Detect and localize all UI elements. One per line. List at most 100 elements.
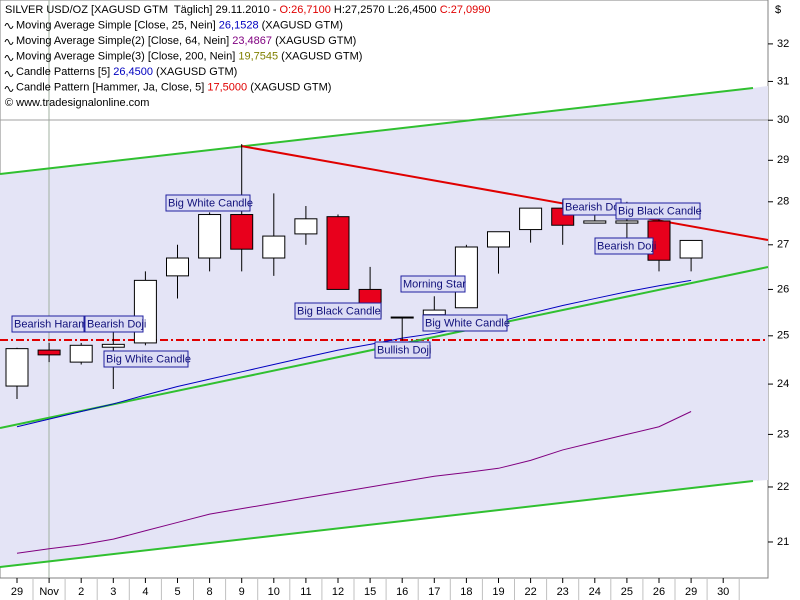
legend-icon — [4, 86, 14, 92]
candle-body — [5, 348, 29, 387]
y-tick-label: 26 — [777, 283, 789, 295]
y-tick-label: 22 — [777, 481, 789, 493]
legend-icon — [4, 23, 14, 29]
y-tick-label: 29 — [777, 154, 789, 166]
candle-body — [583, 220, 607, 224]
annotation: Big Black Candle — [297, 305, 381, 317]
x-tick-label: 12 — [332, 586, 344, 598]
annotation-box — [84, 315, 144, 333]
x-tick-label: 15 — [364, 586, 376, 598]
candle-body — [390, 316, 414, 319]
candle-body — [166, 257, 189, 277]
moving-average — [16, 411, 692, 554]
legend-part: Moving Average Simple(3) [Close, 200, Ne… — [16, 50, 238, 62]
y-tick-label: 25 — [777, 330, 789, 342]
channel-bottom — [0, 480, 754, 568]
x-tick-label: 29 — [685, 586, 697, 598]
y-tick-label: 32 — [777, 38, 789, 50]
annotation-box — [374, 341, 431, 359]
legend-part: O:26,7100 — [279, 4, 330, 16]
y-tick-label: 24 — [777, 378, 789, 390]
x-tick-label: 18 — [460, 586, 472, 598]
candle-body — [198, 214, 222, 259]
y-tick-label: 23 — [777, 428, 789, 440]
annotation-box — [165, 194, 251, 212]
y-tick-label: 30 — [777, 114, 789, 126]
currency: $ — [775, 4, 781, 16]
annotation-box — [294, 302, 382, 320]
candle-body — [262, 235, 286, 259]
y-tick-label: 27 — [777, 239, 789, 251]
annotation-box — [103, 350, 189, 368]
x-tick-label: 19 — [492, 586, 504, 598]
x-tick-label: 3 — [110, 586, 116, 598]
legend-entry: Candle Pattern [Hammer, Ja, Close, 5] 17… — [16, 81, 331, 93]
candle-body — [615, 220, 639, 224]
annotation-box — [400, 275, 466, 293]
x-tick-label: 17 — [428, 586, 440, 598]
candle-body — [101, 343, 125, 348]
legend-part: C:27,0990 — [440, 4, 491, 16]
legend-part: (XAGUSD GTM) — [247, 81, 331, 93]
legend-entry: © www.tradesignalonline.com — [5, 97, 149, 109]
candle-body — [69, 344, 93, 363]
x-tick-label: 10 — [268, 586, 280, 598]
legend-icons — [4, 23, 14, 92]
legend-part: SILVER USD/OZ [XAGUSD GTM Täglich] 29.11… — [5, 4, 279, 16]
annotation: Bullish Doji — [377, 344, 431, 356]
annotation: Bearish Doji — [87, 318, 146, 330]
legend-part: 26,4500 — [113, 66, 153, 78]
x-tick-label: 23 — [557, 586, 569, 598]
annotation: Big Black Candle — [618, 205, 702, 217]
annotation: Bearish Harami — [14, 318, 90, 330]
annotation-box — [594, 237, 654, 255]
legend-icon — [4, 71, 14, 77]
legend-icon — [4, 55, 14, 61]
candle-body — [487, 231, 510, 248]
legend-part: 26,1528 — [219, 19, 259, 31]
legend-part: (XAGUSD GTM) — [153, 66, 237, 78]
candle-body — [679, 239, 703, 259]
x-tick-label: 30 — [717, 586, 729, 598]
legend-part: (XAGUSD GTM) — [272, 35, 356, 47]
moving-average — [16, 279, 692, 428]
annotation: Big White Candle — [425, 317, 510, 329]
x-tick-label: 25 — [621, 586, 633, 598]
trend-resistance — [240, 145, 769, 241]
candle-body — [133, 279, 157, 344]
x-tick-label: 26 — [653, 586, 665, 598]
legend-part: 17,5000 — [207, 81, 247, 93]
legend-part: 19,7545 — [238, 50, 278, 62]
x-tick-label: 29 — [11, 586, 23, 598]
legend-part: (XAGUSD GTM) — [259, 19, 343, 31]
annotation: Bearish Doji — [565, 201, 624, 213]
legend-part: H:27,2570 L:26,4500 — [331, 4, 440, 16]
channel-top — [0, 87, 754, 175]
x-tick-label: 5 — [174, 586, 180, 598]
candle-body — [230, 214, 254, 250]
candle-body — [422, 309, 446, 316]
legend-part: Candle Patterns [5] — [16, 66, 113, 78]
annotation: Bearish Doji — [597, 240, 656, 252]
y-tick-label: 28 — [777, 196, 789, 208]
legend-part: Moving Average Simple [Close, 25, Nein] — [16, 19, 219, 31]
legend-entry: SILVER USD/OZ [XAGUSD GTM Täglich] 29.11… — [5, 4, 491, 16]
legend-entry: Candle Patterns [5] 26,4500 (XAGUSD GTM) — [16, 66, 237, 78]
legend-part: © www.tradesignalonline.com — [5, 97, 149, 109]
legend-part: (XAGUSD GTM) — [278, 50, 362, 62]
annotation: Big White Candle — [106, 353, 191, 365]
x-tick-label: 22 — [524, 586, 536, 598]
legend-part: 23,4867 — [232, 35, 272, 47]
legend-entry: Moving Average Simple(2) [Close, 64, Nei… — [16, 35, 356, 47]
candle-body — [37, 349, 61, 356]
candle-body — [519, 207, 543, 231]
x-tick-label: 11 — [300, 586, 311, 598]
x-tick-label: 16 — [396, 586, 408, 598]
annotation: Morning Star — [403, 278, 466, 290]
legend-icon — [4, 39, 14, 45]
x-tick-label: 9 — [239, 586, 245, 598]
candle-body — [326, 216, 350, 290]
legend-part: Moving Average Simple(2) [Close, 64, Nei… — [16, 35, 232, 47]
x-tick-label: Nov — [39, 586, 59, 598]
